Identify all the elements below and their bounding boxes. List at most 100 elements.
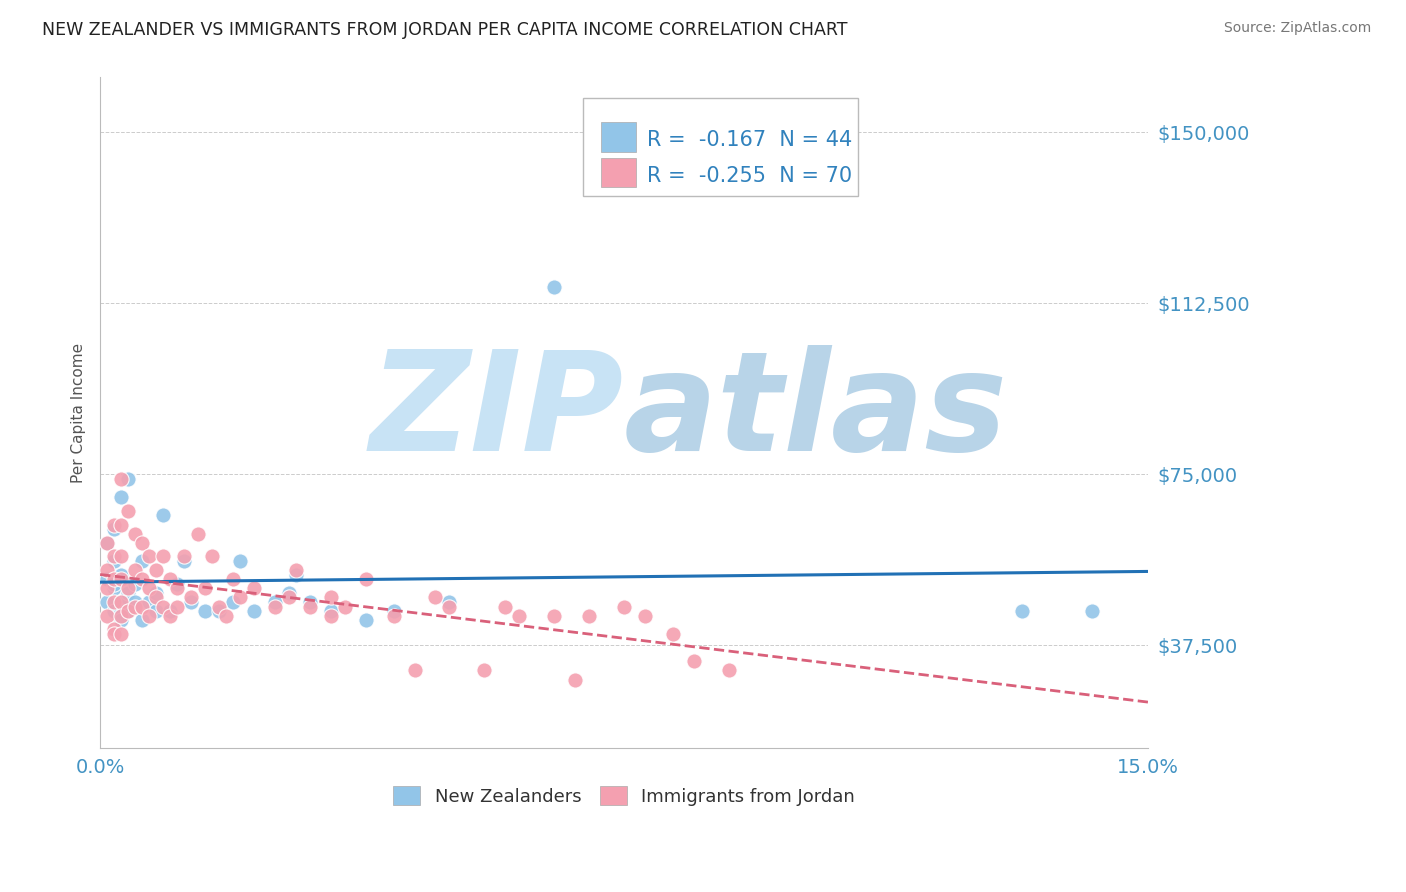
Point [117,586,139,600]
Point [96,572,118,586]
Point [145,591,167,605]
Point [110,472,132,486]
Point [277,591,299,605]
Point [173,549,195,564]
Point [319,604,342,618]
Point [243,582,266,596]
Text: ZIP: ZIP [370,345,624,480]
Point [425,591,447,605]
Point [103,549,125,564]
Point [354,572,377,586]
Point [229,591,252,605]
Point [284,563,307,577]
Point [474,664,496,678]
Point [110,608,132,623]
Point [543,608,565,623]
Point [263,595,285,609]
Point [103,623,125,637]
Point [166,582,188,596]
Point [613,599,636,614]
Point [439,599,461,614]
Point [124,599,146,614]
Point [103,576,125,591]
Point [110,595,132,609]
Point [578,608,600,623]
Point [96,563,118,577]
Point [298,599,321,614]
Text: R =  -0.167  N = 44: R = -0.167 N = 44 [648,130,852,150]
Point [110,604,132,618]
Point [166,599,188,614]
Point [96,608,118,623]
Point [96,535,118,549]
Point [439,595,461,609]
Point [138,549,160,564]
Point [152,508,174,523]
Point [103,582,125,596]
Point [103,627,125,641]
Point [131,613,153,627]
Point [215,608,238,623]
Point [180,595,202,609]
Point [159,608,181,623]
Point [662,627,685,641]
Point [110,572,132,586]
Point [152,599,174,614]
Point [110,549,132,564]
Point [131,554,153,568]
Point [152,549,174,564]
Point [117,604,139,618]
Point [110,490,132,504]
Point [229,554,252,568]
Point [208,604,231,618]
Point [222,595,245,609]
Point [124,595,146,609]
Point [1081,604,1104,618]
Point [124,576,146,591]
Text: R =  -0.255  N = 70: R = -0.255 N = 70 [648,166,852,186]
Text: Source: ZipAtlas.com: Source: ZipAtlas.com [1223,21,1371,35]
Point [263,599,285,614]
Point [382,604,405,618]
Point [145,563,167,577]
Point [96,595,118,609]
Point [187,526,209,541]
Point [124,563,146,577]
Point [508,608,530,623]
Point [194,604,217,618]
Point [1011,604,1033,618]
Point [284,567,307,582]
Point [131,572,153,586]
Point [382,608,405,623]
Point [124,526,146,541]
Point [138,582,160,596]
Point [103,572,125,586]
Text: NEW ZEALANDER VS IMMIGRANTS FROM JORDAN PER CAPITA INCOME CORRELATION CHART: NEW ZEALANDER VS IMMIGRANTS FROM JORDAN … [42,21,848,38]
Y-axis label: Per Capita Income: Per Capita Income [72,343,86,483]
Point [298,595,321,609]
Point [117,582,139,596]
Point [131,599,153,614]
Point [208,599,231,614]
Point [180,591,202,605]
Point [117,504,139,518]
Point [110,595,132,609]
Point [138,595,160,609]
Point [117,604,139,618]
Point [277,586,299,600]
Point [319,608,342,623]
Point [110,517,132,532]
Point [319,591,342,605]
Point [222,572,245,586]
Point [494,599,516,614]
Point [333,599,356,614]
Point [145,586,167,600]
Point [103,554,125,568]
Point [96,582,118,596]
Point [110,613,132,627]
Point [117,472,139,486]
Text: atlas: atlas [624,345,1008,480]
Point [159,572,181,586]
Point [166,576,188,591]
Point [194,582,217,596]
